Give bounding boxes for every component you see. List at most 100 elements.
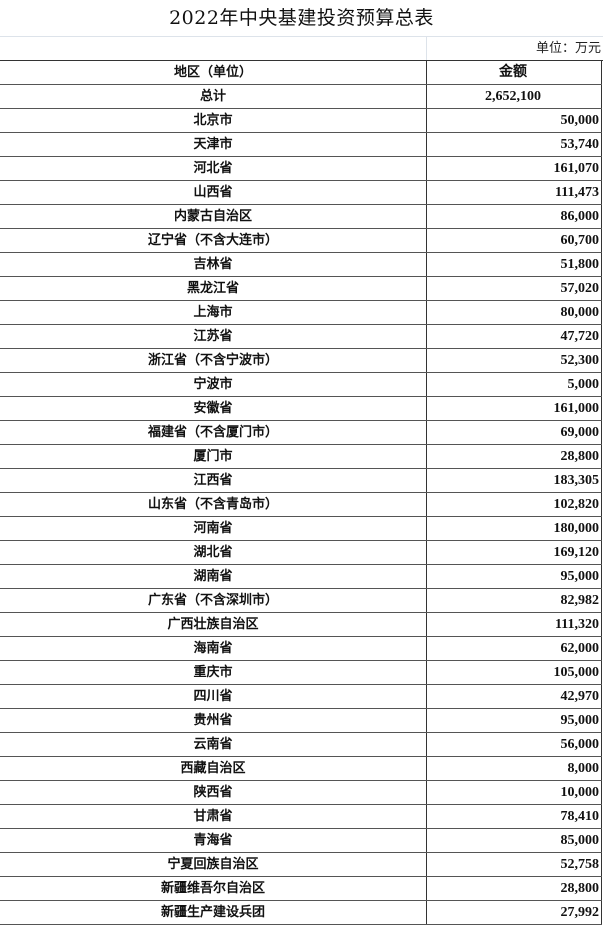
region-cell: 辽宁省（不含大连市） [0,228,427,253]
amount-cell: 183,305 [426,468,602,493]
region-cell: 宁夏回族自治区 [0,852,427,877]
unit-label: 单位：万元 [535,41,601,56]
amount-cell: 52,758 [426,852,602,877]
region-cell: 陕西省 [0,780,427,805]
total-amount: 2,652,100 [426,84,602,109]
table-title: 2022年中央基建投资预算总表 [0,0,603,37]
region-cell: 重庆市 [0,660,427,685]
region-cell: 广西壮族自治区 [0,612,427,637]
table-row: 厦门市 28,800 [0,444,602,469]
region-cell: 新疆维吾尔自治区 [0,876,427,901]
amount-cell: 51,800 [426,252,602,277]
table-row: 河南省 180,000 [0,516,602,541]
region-cell: 浙江省（不含宁波市） [0,348,427,373]
amount-cell: 69,000 [426,420,602,445]
region-cell: 黑龙江省 [0,276,427,301]
region-cell: 湖北省 [0,540,427,565]
amount-cell: 95,000 [426,564,602,589]
amount-cell: 53,740 [426,132,602,157]
amount-cell: 10,000 [426,780,602,805]
table-row: 江西省 183,305 [0,468,602,493]
table-row: 青海省 85,000 [0,828,602,853]
table-row: 陕西省 10,000 [0,780,602,805]
amount-cell: 102,820 [426,492,602,517]
amount-cell: 111,320 [426,612,602,637]
table-row: 天津市 53,740 [0,132,602,157]
budget-table: 地区（单位） 金额 总计 2,652,100 北京市 50,000 天津市 53,74… [0,61,602,925]
amount-cell: 52,300 [426,348,602,373]
total-label: 总计 [0,84,427,109]
table-row: 内蒙古自治区 86,000 [0,204,602,229]
amount-cell: 95,000 [426,708,602,733]
region-cell: 厦门市 [0,444,427,469]
table-row: 河北省 161,070 [0,156,602,181]
region-cell: 西藏自治区 [0,756,427,781]
table-row: 江苏省 47,720 [0,324,602,349]
table-row: 上海市 80,000 [0,300,602,325]
table-row: 湖北省 169,120 [0,540,602,565]
region-cell: 福建省（不含厦门市） [0,420,427,445]
region-cell: 山东省（不含青岛市） [0,492,427,517]
amount-cell: 82,982 [426,588,602,613]
amount-cell: 42,970 [426,684,602,709]
table-row: 海南省 62,000 [0,636,602,661]
region-cell: 新疆生产建设兵团 [0,900,427,925]
table-row: 北京市 50,000 [0,108,602,133]
region-cell: 贵州省 [0,708,427,733]
table-row: 西藏自治区 8,000 [0,756,602,781]
header-region: 地区（单位） [0,61,427,85]
region-cell: 江西省 [0,468,427,493]
header-row: 地区（单位） 金额 [0,61,602,85]
amount-cell: 80,000 [426,300,602,325]
amount-cell: 86,000 [426,204,602,229]
table-row: 广东省（不含深圳市） 82,982 [0,588,602,613]
amount-cell: 161,000 [426,396,602,421]
amount-cell: 28,800 [426,444,602,469]
table-row: 湖南省 95,000 [0,564,602,589]
amount-cell: 85,000 [426,828,602,853]
amount-cell: 57,020 [426,276,602,301]
region-cell: 宁波市 [0,372,427,397]
amount-cell: 47,720 [426,324,602,349]
table-row: 宁夏回族自治区 52,758 [0,852,602,877]
table-row: 甘肃省 78,410 [0,804,602,829]
amount-cell: 111,473 [426,180,602,205]
table-row: 黑龙江省 57,020 [0,276,602,301]
table-row: 吉林省 51,800 [0,252,602,277]
amount-cell: 161,070 [426,156,602,181]
region-cell: 山西省 [0,180,427,205]
amount-cell: 8,000 [426,756,602,781]
region-cell: 天津市 [0,132,427,157]
table-row: 辽宁省（不含大连市） 60,700 [0,228,602,253]
region-cell: 北京市 [0,108,427,133]
amount-cell: 5,000 [426,372,602,397]
unit-row: 单位：万元 [0,37,603,61]
amount-cell: 50,000 [426,108,602,133]
amount-cell: 62,000 [426,636,602,661]
amount-cell: 105,000 [426,660,602,685]
table-row: 山西省 111,473 [0,180,602,205]
region-cell: 云南省 [0,732,427,757]
table-row: 浙江省（不含宁波市） 52,300 [0,348,602,373]
table-row: 新疆生产建设兵团 27,992 [0,900,602,925]
table-row: 宁波市 5,000 [0,372,602,397]
amount-cell: 60,700 [426,228,602,253]
table-row: 山东省（不含青岛市） 102,820 [0,492,602,517]
region-cell: 吉林省 [0,252,427,277]
region-cell: 海南省 [0,636,427,661]
region-cell: 河北省 [0,156,427,181]
region-cell: 河南省 [0,516,427,541]
region-cell: 安徽省 [0,396,427,421]
region-cell: 青海省 [0,828,427,853]
header-amount: 金额 [426,61,602,85]
region-cell: 江苏省 [0,324,427,349]
amount-cell: 169,120 [426,540,602,565]
amount-cell: 28,800 [426,876,602,901]
unit-row-blank [0,37,427,60]
table-row: 云南省 56,000 [0,732,602,757]
table-row: 新疆维吾尔自治区 28,800 [0,876,602,901]
region-cell: 上海市 [0,300,427,325]
region-cell: 甘肃省 [0,804,427,829]
table-row: 安徽省 161,000 [0,396,602,421]
amount-cell: 56,000 [426,732,602,757]
